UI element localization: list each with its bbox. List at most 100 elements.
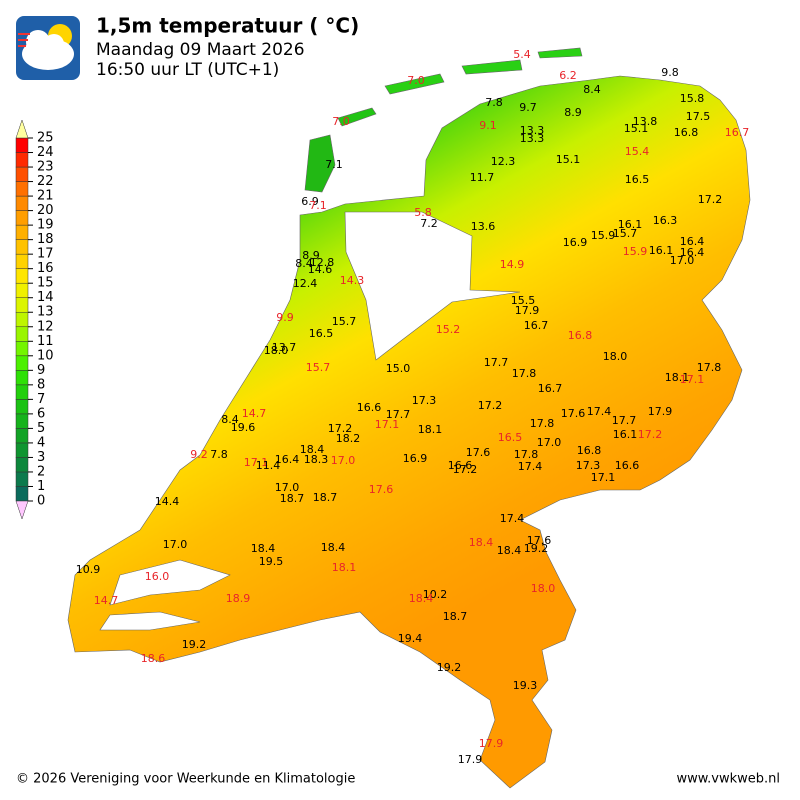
legend-tick-label: 14 [37,290,54,305]
station-value: 19.2 [437,661,462,674]
station-value: 10.2 [423,588,448,601]
station-value: 17.1 [244,456,269,469]
station-value: 13.6 [471,220,496,233]
station-value: 17.6 [466,446,491,459]
station-value: 18.1 [332,561,357,574]
station-value: 9.8 [661,66,679,79]
station-value: 15.7 [332,315,357,328]
station-value: 15.2 [436,323,461,336]
station-value: 19.3 [513,679,538,692]
station-value: 16.6 [357,401,382,414]
station-value: 17.9 [515,304,540,317]
legend-swatch [15,137,29,153]
station-value: 17.3 [412,394,437,407]
legend-tick-label: 25 [37,131,54,146]
station-value: 18.4 [321,541,346,554]
station-value: 16.4 [275,453,300,466]
station-value: 17.1 [375,418,400,431]
station-value: 14.7 [94,594,119,607]
legend-swatch [15,152,29,168]
legend-swatch [15,341,29,357]
station-value: 9.9 [276,311,294,324]
station-value: 7.1 [325,158,343,171]
station-value: 19.6 [231,421,256,434]
legend-swatch [15,355,29,371]
station-value: 14.7 [242,407,267,420]
ameland [461,59,523,75]
station-value: 5.4 [513,48,531,61]
station-value: 18.1 [665,371,690,384]
legend-tick-label: 18 [37,232,54,247]
station-value: 15.7 [613,227,638,240]
station-value: 17.4 [587,405,612,418]
station-value: 17.0 [331,454,356,467]
station-value: 16.7 [538,382,563,395]
date: Maandag 09 Maart 2026 [96,40,305,60]
station-value: 7.8 [485,96,503,109]
legend-swatch [15,224,29,240]
station-value: 15.4 [625,145,650,158]
legend-tick-label: 22 [37,174,54,189]
legend-swatch [15,181,29,197]
station-value: 17.5 [686,110,711,123]
legend-swatch [15,282,29,298]
station-value: 18.4 [497,544,522,557]
vlieland [337,107,377,127]
legend-tick-label: 15 [37,276,54,291]
station-value: 17.2 [638,428,663,441]
station-value: 16.1 [649,244,674,257]
legend-tick-label: 0 [37,494,45,509]
legend-swatch [15,297,29,313]
station-value: 17.8 [697,361,722,374]
station-value: 18.4 [469,536,494,549]
station-value: 17.3 [576,459,601,472]
legend-tick-label: 7 [37,392,45,407]
legend-swatch [15,195,29,211]
station-value: 16.8 [577,444,602,457]
station-value: 18.1 [418,423,443,436]
station-value: 18.2 [336,432,361,445]
station-value: 16.7 [524,319,549,332]
station-value: 17.8 [530,417,555,430]
station-value: 16.8 [674,126,699,139]
station-value: 17.4 [518,460,543,473]
texel [304,134,336,193]
legend-tick-label: 3 [37,450,45,465]
station-value: 16.3 [653,214,678,227]
legend-swatch [15,210,29,226]
legend-tick-label: 10 [37,348,54,363]
station-value: 17.9 [648,405,673,418]
station-value: 8.9 [564,106,582,119]
station-value: 17.1 [591,471,616,484]
station-value: 15.1 [556,153,581,166]
station-value: 17.2 [698,193,723,206]
legend-swatch [15,253,29,269]
station-value: 18.4 [251,542,276,555]
station-value: 12.8 [310,256,335,269]
station-value: 17.6 [527,534,552,547]
website: www.vwkweb.nl [676,772,780,787]
legend-swatch [15,442,29,458]
station-value: 17.9 [458,753,483,766]
station-value: 16.5 [498,431,523,444]
legend: 0123456789101112131415161718192021222324… [15,119,54,520]
legend-swatch [15,471,29,487]
station-value: 16.0 [145,570,170,583]
station-value: 6.2 [559,69,577,82]
station-value: 17.6 [369,483,394,496]
station-value: 14.4 [155,495,180,508]
legend-swatch [15,399,29,415]
copyright: © 2026 Vereniging voor Weerkunde en Klim… [16,772,355,787]
station-value: 18.0 [264,344,289,357]
station-value: 17.9 [479,737,504,750]
legend-tick-label: 5 [37,421,45,436]
station-value: 16.1 [618,218,643,231]
station-value: 18.0 [603,350,628,363]
station-value: 16.4 [680,246,705,259]
station-value: 17.4 [500,512,525,525]
station-value: 11.4 [256,459,281,472]
station-value: 16.6 [448,459,473,472]
map [67,47,751,789]
station-value: 13.8 [633,115,658,128]
legend-swatch [15,384,29,400]
